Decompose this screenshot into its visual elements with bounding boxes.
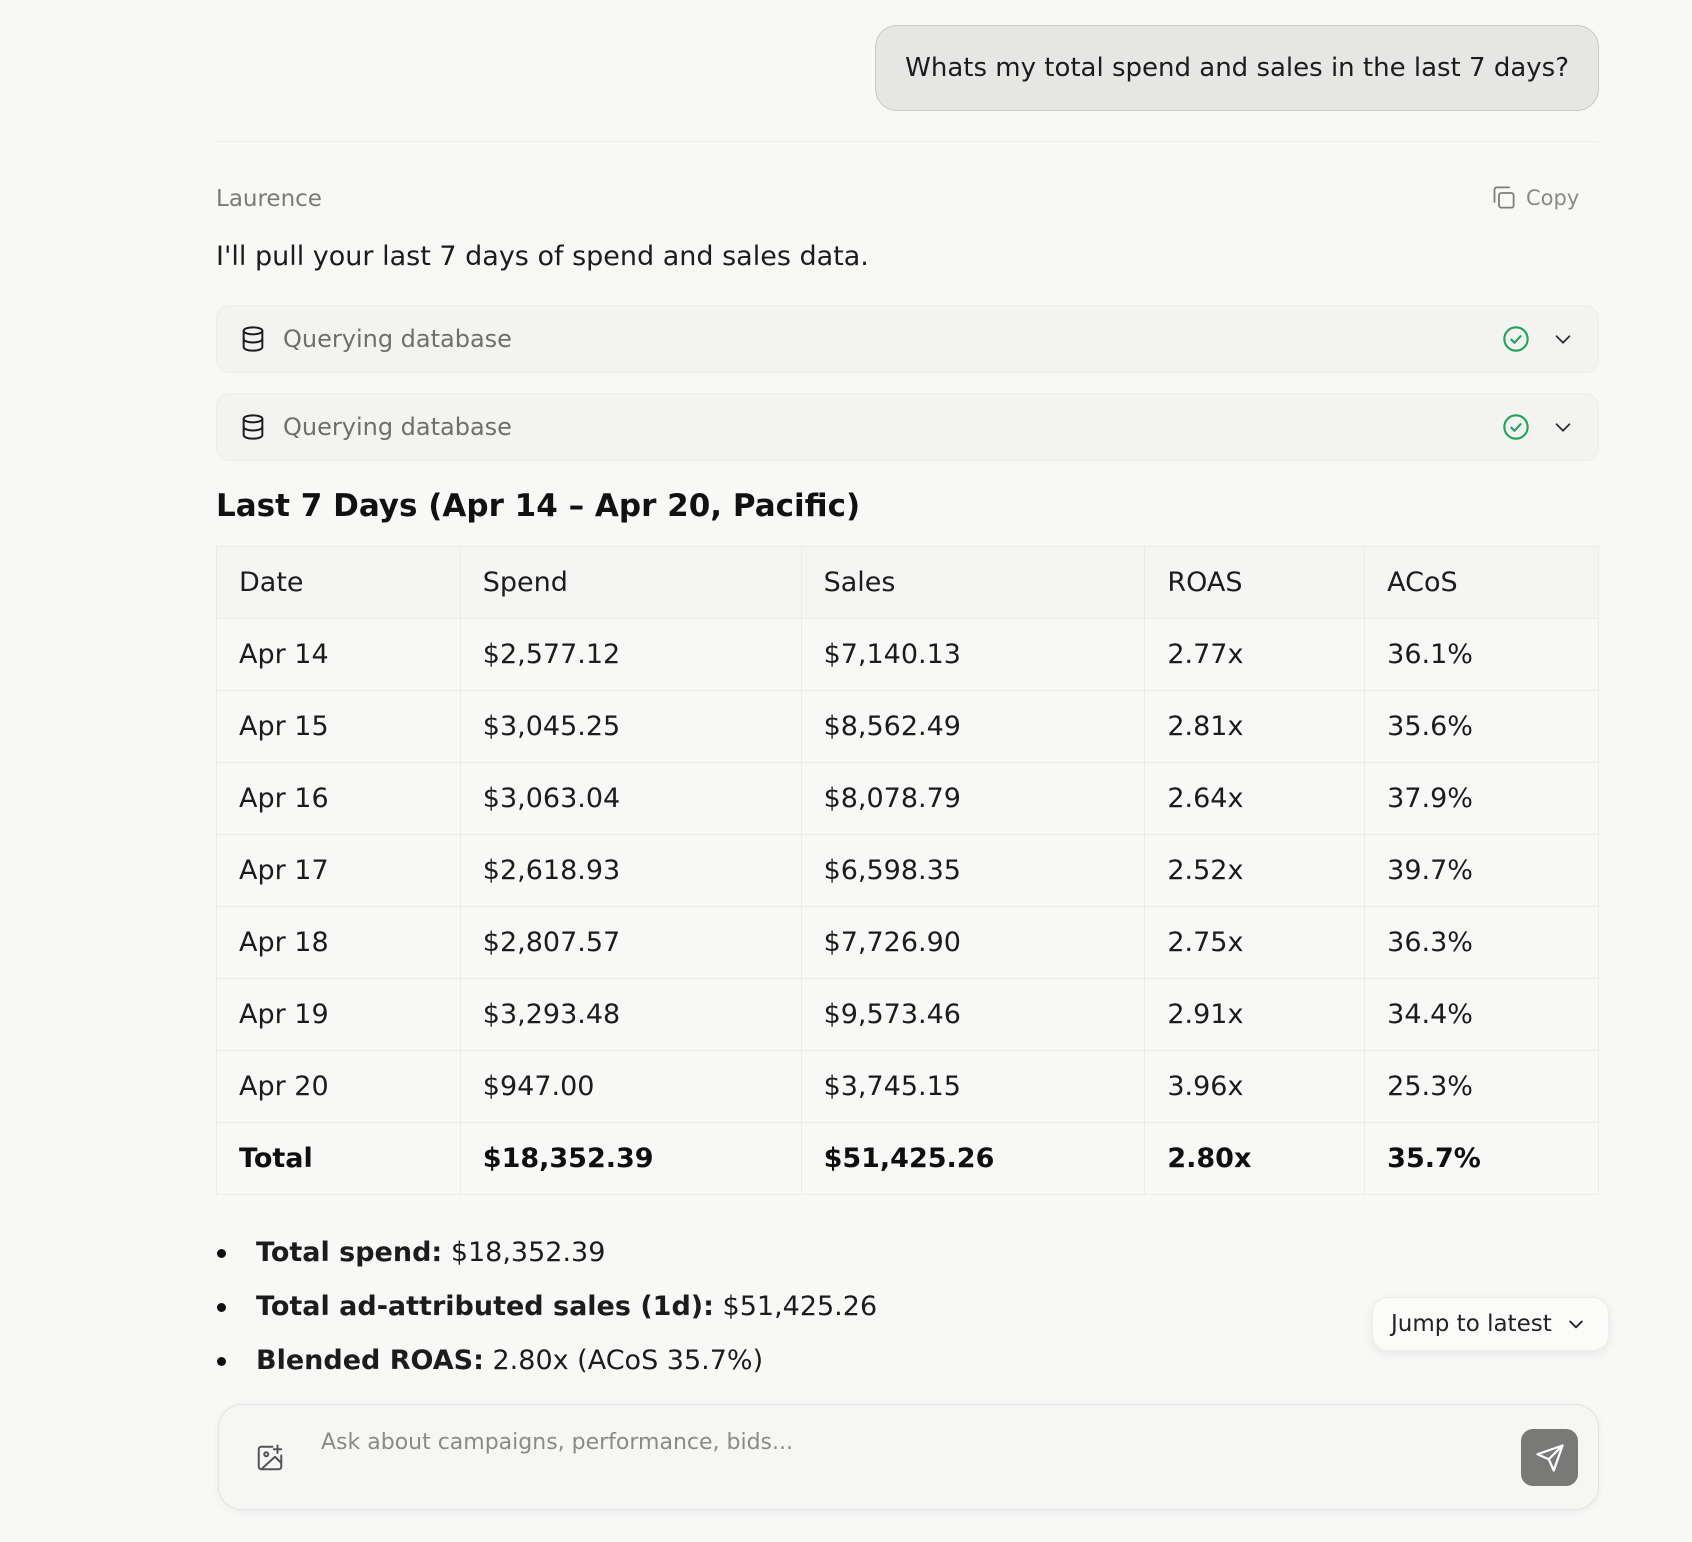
table-row: Apr 18 $2,807.57 $7,726.90 2.75x 36.3% <box>216 906 1599 979</box>
cell-acos: 37.9% <box>1364 762 1599 835</box>
cell-acos: 36.3% <box>1364 906 1599 979</box>
cell-total-acos: 35.7% <box>1364 1122 1599 1195</box>
database-icon <box>242 414 264 440</box>
message-composer <box>218 1404 1599 1510</box>
cell-date: Apr 16 <box>216 762 461 835</box>
tool-call-querying-database-1[interactable]: Querying database <box>216 305 1599 373</box>
tool-call-querying-database-2[interactable]: Querying database <box>216 393 1599 461</box>
copy-label: Copy <box>1526 185 1580 210</box>
cell-date: Apr 18 <box>216 906 461 979</box>
summary-label: Total spend: <box>256 1237 443 1268</box>
column-header-sales: Sales <box>800 546 1146 619</box>
cell-sales: $7,140.13 <box>800 618 1146 691</box>
cell-sales: $8,562.49 <box>800 690 1146 763</box>
copy-button[interactable]: Copy <box>1490 184 1579 211</box>
cell-spend: $3,293.48 <box>459 978 802 1051</box>
cell-spend: $3,063.04 <box>459 762 802 835</box>
list-item: Total spend: $18,352.39 <box>216 1226 877 1280</box>
cell-spend: $2,807.57 <box>459 906 802 979</box>
assistant-intro-text: I'll pull your last 7 days of spend and … <box>216 241 869 272</box>
cell-sales: $6,598.35 <box>800 834 1146 907</box>
column-header-acos: ACoS <box>1364 546 1599 619</box>
cell-acos: 34.4% <box>1364 978 1599 1051</box>
section-title: Last 7 Days (Apr 14 – Apr 20, Pacific) <box>216 488 861 524</box>
summary-value: $51,425.26 <box>722 1291 878 1322</box>
cell-total-label: Total <box>216 1122 461 1195</box>
table-total-row: Total $18,352.39 $51,425.26 2.80x 35.7% <box>216 1122 1599 1195</box>
summary-label: Blended ROAS: <box>256 1345 484 1376</box>
summary-list: Total spend: $18,352.39 Total ad-attribu… <box>216 1226 877 1388</box>
cell-acos: 35.6% <box>1364 690 1599 763</box>
cell-spend: $3,045.25 <box>459 690 802 763</box>
check-circle-icon <box>1503 326 1529 352</box>
cell-acos: 39.7% <box>1364 834 1599 907</box>
check-circle-icon <box>1503 414 1529 440</box>
message-input[interactable] <box>319 1423 1383 1461</box>
table-header-row: Date Spend Sales ROAS ACoS <box>216 546 1599 619</box>
cell-date: Apr 20 <box>216 1050 461 1123</box>
table-row: Apr 15 $3,045.25 $8,562.49 2.81x 35.6% <box>216 690 1599 763</box>
cell-date: Apr 14 <box>216 618 461 691</box>
table-row: Apr 14 $2,577.12 $7,140.13 2.77x 36.1% <box>216 618 1599 691</box>
assistant-sender-name: Laurence <box>216 186 322 212</box>
cell-roas: 3.96x <box>1144 1050 1366 1123</box>
cell-total-spend: $18,352.39 <box>459 1122 802 1195</box>
database-icon <box>242 326 264 352</box>
tool-call-label: Querying database <box>283 413 512 441</box>
chevron-down-icon <box>1568 1320 1583 1329</box>
list-item: Total ad-attributed sales (1d): $51,425.… <box>216 1280 877 1334</box>
cell-spend: $2,618.93 <box>459 834 802 907</box>
cell-acos: 25.3% <box>1364 1050 1599 1123</box>
cell-date: Apr 19 <box>216 978 461 1051</box>
cell-spend: $2,577.12 <box>459 618 802 691</box>
cell-sales: $8,078.79 <box>800 762 1146 835</box>
send-icon <box>1535 1443 1564 1472</box>
cell-sales: $7,726.90 <box>800 906 1146 979</box>
cell-roas: 2.75x <box>1144 906 1366 979</box>
chevron-down-icon[interactable] <box>1552 328 1574 350</box>
cell-roas: 2.81x <box>1144 690 1366 763</box>
column-header-spend: Spend <box>459 546 802 619</box>
jump-to-latest-button[interactable]: Jump to latest <box>1372 1297 1609 1351</box>
copy-icon <box>1493 186 1515 209</box>
cell-date: Apr 17 <box>216 834 461 907</box>
user-message-text: Whats my total spend and sales in the la… <box>905 53 1569 83</box>
list-item: Blended ROAS: 2.80x (ACoS 35.7%) <box>216 1334 877 1388</box>
cell-total-roas: 2.80x <box>1144 1122 1366 1195</box>
table-row: Apr 16 $3,063.04 $8,078.79 2.64x 37.9% <box>216 762 1599 835</box>
cell-spend: $947.00 <box>459 1050 802 1123</box>
chevron-down-icon[interactable] <box>1552 416 1574 438</box>
cell-roas: 2.64x <box>1144 762 1366 835</box>
cell-total-sales: $51,425.26 <box>800 1122 1146 1195</box>
cell-roas: 2.77x <box>1144 618 1366 691</box>
send-button[interactable] <box>1521 1429 1578 1486</box>
message-divider <box>216 141 1599 142</box>
user-message-bubble: Whats my total spend and sales in the la… <box>875 25 1599 111</box>
column-header-date: Date <box>216 546 461 619</box>
summary-value: 2.80x (ACoS 35.7%) <box>492 1345 764 1376</box>
table-row: Apr 17 $2,618.93 $6,598.35 2.52x 39.7% <box>216 834 1599 907</box>
spend-sales-table: Date Spend Sales ROAS ACoS Apr 14 $2,577… <box>216 546 1599 1195</box>
cell-sales: $9,573.46 <box>800 978 1146 1051</box>
cell-sales: $3,745.15 <box>800 1050 1146 1123</box>
cell-date: Apr 15 <box>216 690 461 763</box>
summary-label: Total ad-attributed sales (1d): <box>256 1291 714 1322</box>
cell-roas: 2.91x <box>1144 978 1366 1051</box>
column-header-roas: ROAS <box>1144 546 1366 619</box>
jump-to-latest-label: Jump to latest <box>1391 1311 1552 1337</box>
tool-call-label: Querying database <box>283 325 512 353</box>
summary-value: $18,352.39 <box>450 1237 606 1268</box>
cell-roas: 2.52x <box>1144 834 1366 907</box>
table-row: Apr 20 $947.00 $3,745.15 3.96x 25.3% <box>216 1050 1599 1123</box>
cell-acos: 36.1% <box>1364 618 1599 691</box>
table-row: Apr 19 $3,293.48 $9,573.46 2.91x 34.4% <box>216 978 1599 1051</box>
add-image-icon[interactable] <box>255 1443 285 1473</box>
